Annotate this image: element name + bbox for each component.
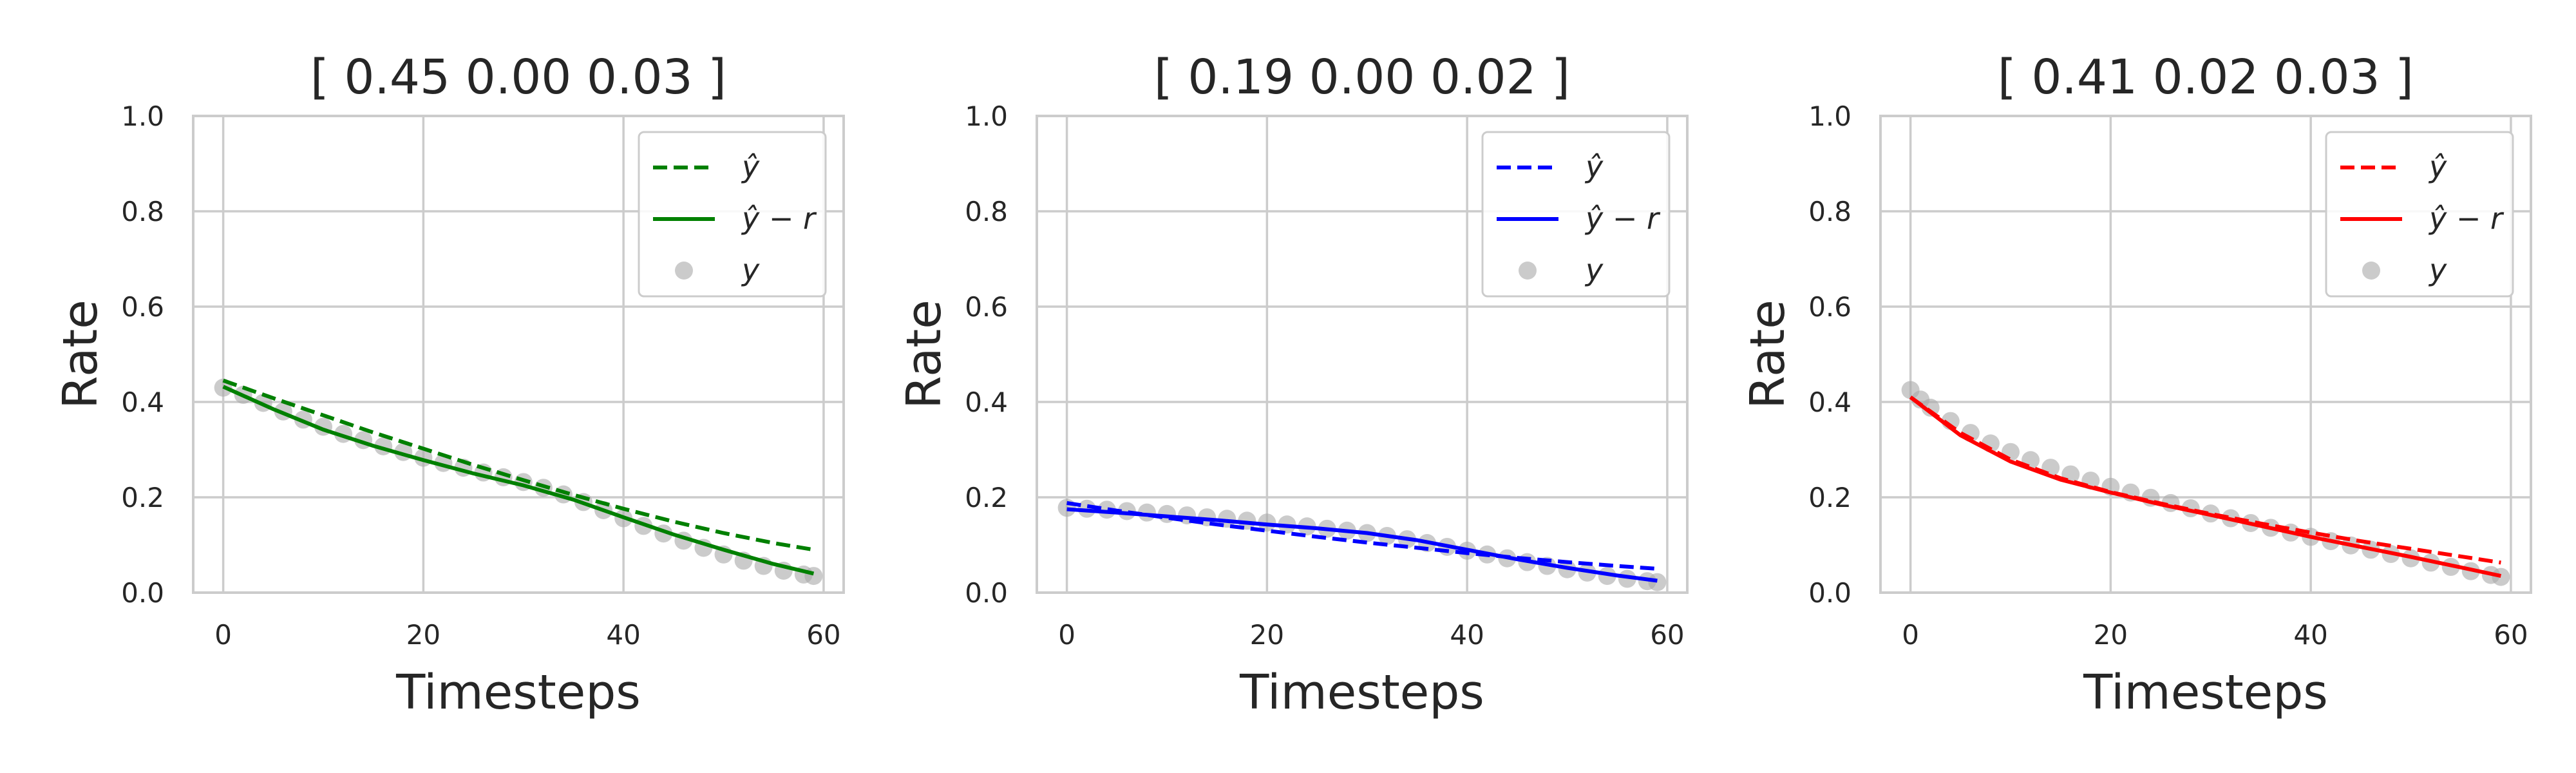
chart-title: [ 0.45 0.00 0.03 ] [310, 50, 726, 105]
x-axis-label: Timesteps [1239, 665, 1484, 720]
observed-point [1238, 511, 1256, 530]
observed-point [1921, 398, 1940, 417]
x-tick-label: 40 [2293, 619, 2327, 651]
residual-corrected-line [1909, 396, 2502, 578]
y-tick-label: 0.4 [965, 386, 1008, 418]
x-tick-label: 20 [406, 619, 440, 651]
x-tick-label: 60 [806, 619, 840, 651]
y-tick-label: 0.0 [1808, 577, 1852, 609]
legend: ŷ ŷ − r y [638, 131, 827, 298]
legend-label: ŷ [1584, 149, 1604, 184]
prediction-line [1066, 501, 1658, 571]
observed-point [2492, 568, 2510, 586]
x-tick-label: 40 [606, 619, 640, 651]
legend-label: ŷ [741, 149, 760, 184]
legend-box [2325, 131, 2514, 298]
legend-label: y [2428, 253, 2447, 287]
y-tick-label: 0.0 [965, 577, 1008, 609]
y-tick-label: 0.8 [121, 196, 164, 227]
legend-label: y [741, 253, 760, 287]
legend-box [638, 131, 827, 298]
y-tick-label: 0.2 [121, 482, 164, 513]
x-tick-label: 60 [2494, 619, 2528, 651]
plot-frame [1036, 115, 1689, 594]
legend-label: ŷ − r [2428, 201, 2505, 236]
legend: ŷ ŷ − r y [2325, 131, 2514, 298]
observed-point [1648, 573, 1667, 591]
x-tick-label: 0 [1902, 619, 1919, 651]
y-tick-label: 0.4 [121, 386, 164, 418]
legend-label: ŷ − r [741, 201, 817, 236]
x-tick-label: 0 [1058, 619, 1075, 651]
plot-frame [192, 115, 845, 594]
x-axis-label: Timesteps [395, 665, 641, 720]
x-tick-label: 20 [1250, 619, 1284, 651]
legend-label: ŷ [2428, 149, 2447, 184]
y-axis-label: Rate [1740, 300, 1795, 409]
x-tick-label: 0 [214, 619, 232, 651]
legend-label: y [1584, 253, 1604, 287]
residual-corrected-line [1066, 507, 1658, 583]
x-tick-label: 40 [1450, 619, 1484, 651]
plot-frame [1879, 115, 2532, 594]
x-tick-label: 20 [2094, 619, 2128, 651]
y-axis-label: Rate [896, 300, 952, 409]
observed-point [1097, 501, 1116, 519]
y-tick-label: 0.2 [1808, 482, 1852, 513]
y-tick-label: 0.0 [121, 577, 164, 609]
legend: ŷ ŷ − r y [1481, 131, 1671, 298]
y-tick-label: 1.0 [121, 100, 164, 132]
observed-point [804, 567, 823, 586]
chart-title: [ 0.41 0.02 0.03 ] [1998, 50, 2414, 105]
legend-marker-observed [2362, 262, 2380, 280]
x-tick-label: 60 [1650, 619, 1684, 651]
chart-panel-3: 0 20 40 60 0.0 0.2 0.4 0.6 0.8 1.0 Timesteps Rate [ … [1740, 50, 2532, 720]
chart-panel-2: 0 20 40 60 0.0 0.2 0.4 0.6 0.8 1.0 Timesteps Rate [ … [896, 50, 1689, 720]
legend-box [1481, 131, 1671, 298]
y-tick-label: 1.0 [1808, 100, 1852, 132]
y-tick-label: 0.4 [1808, 386, 1852, 418]
chart-title: [ 0.19 0.00 0.02 ] [1154, 50, 1570, 105]
y-tick-label: 1.0 [965, 100, 1008, 132]
x-axis-label: Timesteps [2083, 665, 2328, 720]
legend-marker-observed [1519, 262, 1537, 280]
legend-label: ŷ − r [1584, 201, 1661, 236]
y-axis-label: Rate [53, 300, 108, 409]
prediction-line [222, 378, 814, 552]
y-tick-label: 0.8 [1808, 196, 1852, 227]
observed-point [1117, 502, 1136, 520]
legend-marker-observed [675, 262, 693, 280]
y-tick-label: 0.6 [121, 291, 164, 323]
y-tick-label: 0.8 [965, 196, 1008, 227]
y-tick-label: 0.2 [965, 482, 1008, 513]
y-tick-label: 0.6 [965, 291, 1008, 323]
y-tick-label: 0.6 [1808, 291, 1852, 323]
residual-corrected-line [222, 385, 815, 576]
prediction-line [1909, 396, 2501, 565]
chart-panel-1: 0 20 40 60 0.0 0.2 0.4 0.6 0.8 1.0 Timesteps Rate [ … [53, 50, 845, 720]
